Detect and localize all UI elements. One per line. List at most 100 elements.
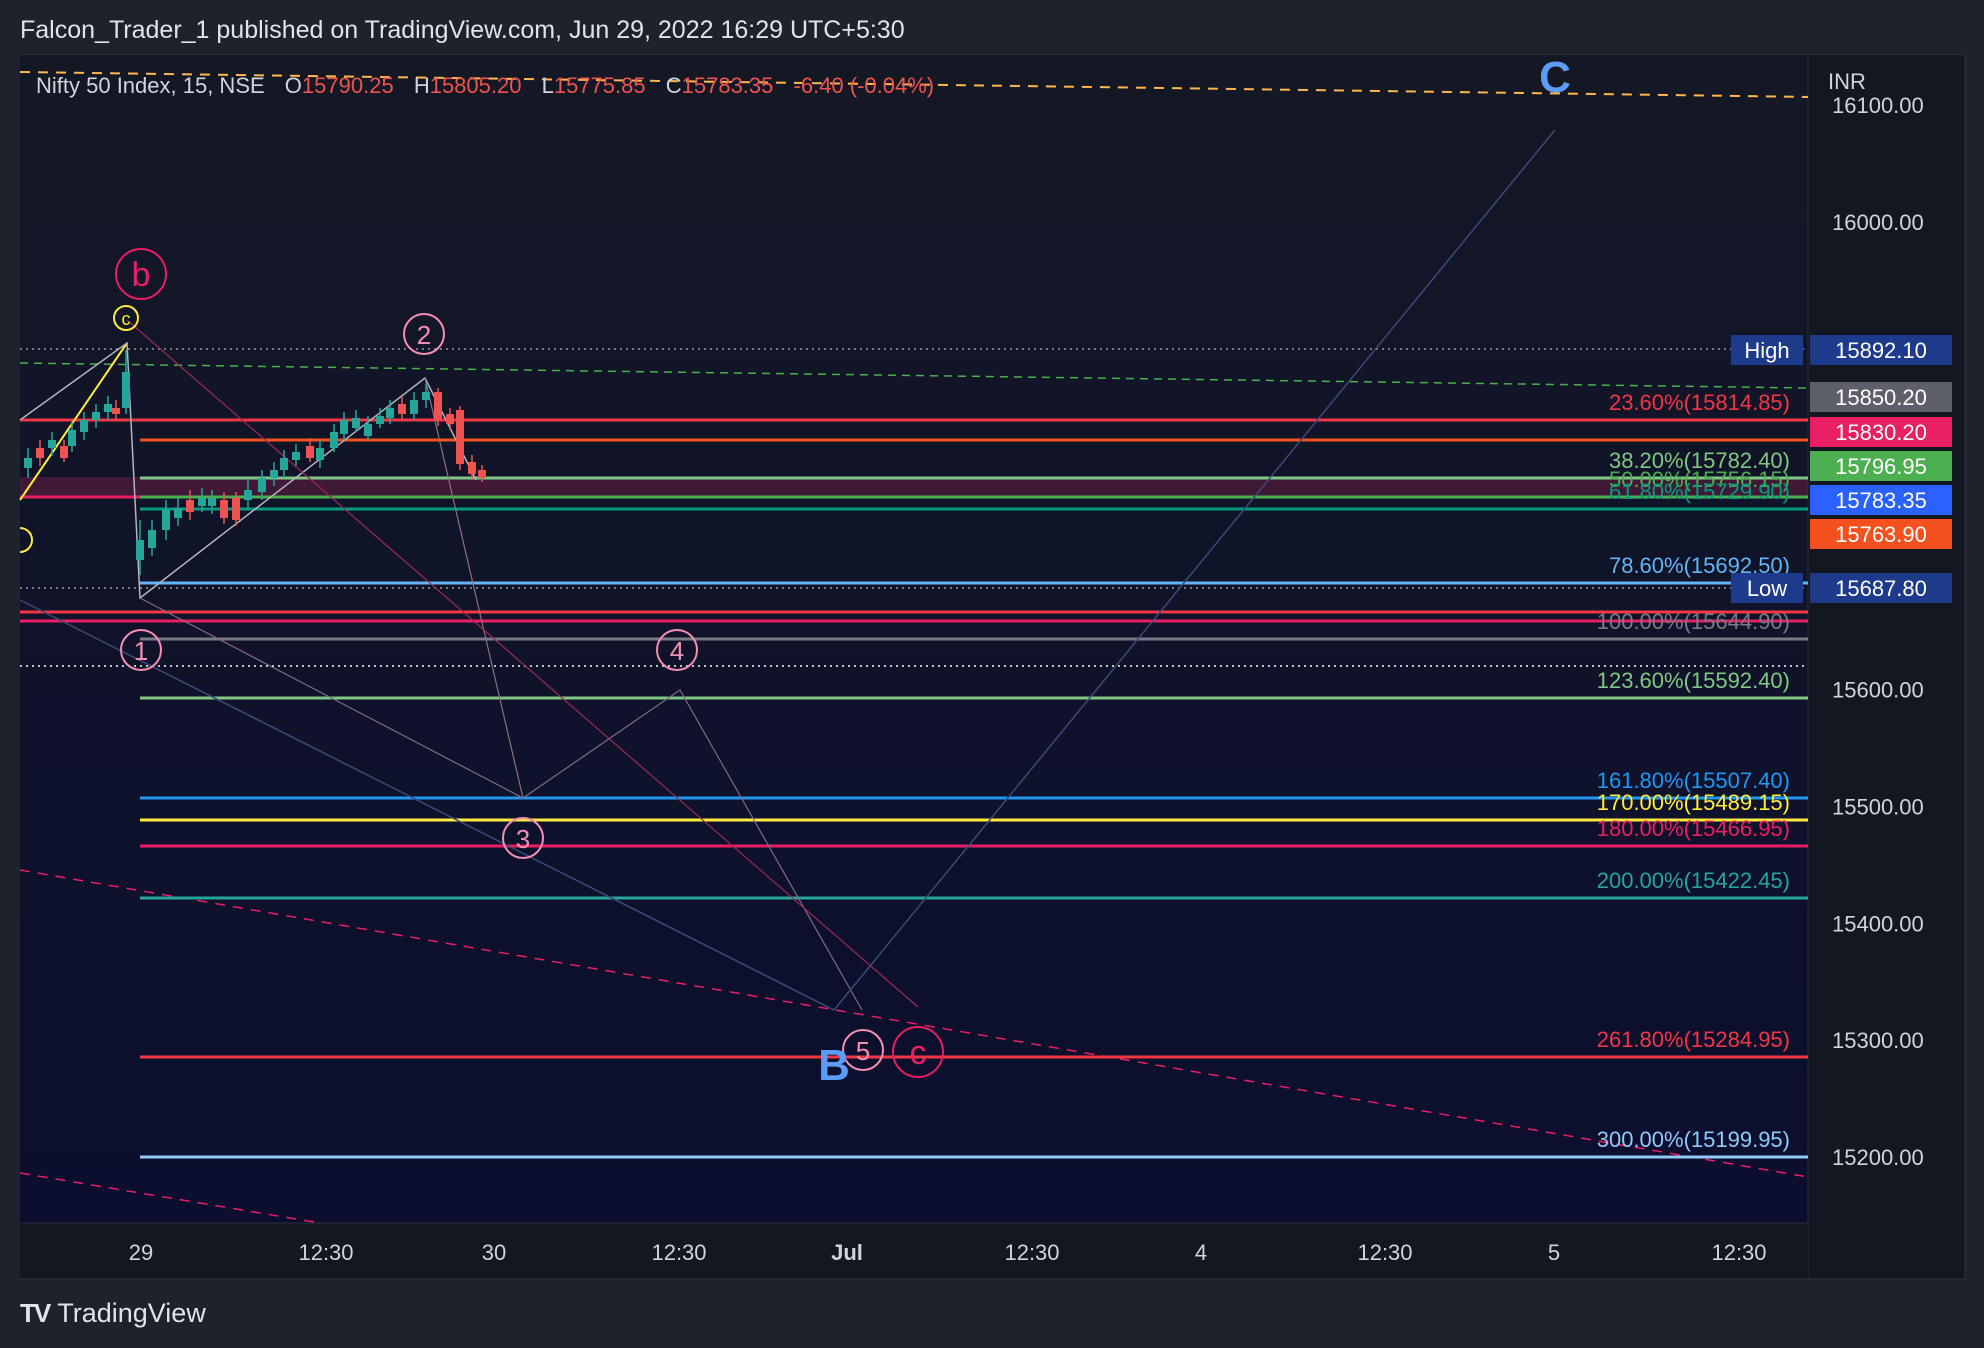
candle-body[interactable] <box>36 448 44 458</box>
candle-body[interactable] <box>198 498 206 506</box>
tradingview-logo[interactable]: TV TradingView <box>20 1298 206 1329</box>
candle-body[interactable] <box>352 418 360 428</box>
candle-body[interactable] <box>60 446 68 458</box>
candle-body[interactable] <box>434 392 442 420</box>
currency-label: INR <box>1828 69 1866 94</box>
time-label: 4 <box>1195 1240 1207 1265</box>
fib-level-label: 50.00%(15756.15) <box>1609 467 1790 492</box>
price-badge: 15796.95 <box>1810 451 1952 481</box>
time-label: 30 <box>482 1240 506 1265</box>
wave-label-5[interactable]: 5 <box>842 1029 884 1071</box>
candle-body[interactable] <box>478 470 486 478</box>
time-label: 5 <box>1548 1240 1560 1265</box>
time-label: 29 <box>129 1240 153 1265</box>
candle-body[interactable] <box>92 412 100 420</box>
candle-body[interactable] <box>24 458 32 468</box>
candle-body[interactable] <box>104 404 112 412</box>
candle-body[interactable] <box>208 498 216 506</box>
wave-label-B[interactable]: B <box>818 1041 850 1090</box>
candle-body[interactable] <box>148 530 156 548</box>
candle-body[interactable] <box>306 446 314 458</box>
price-axis[interactable] <box>1808 55 1964 1278</box>
price-badges: High 15892.10 15850.20 15830.20 15796.95 1578… <box>1731 335 1952 603</box>
candle-body[interactable] <box>174 508 182 518</box>
wave-label-C[interactable]: C <box>1539 53 1571 102</box>
impulse-wave-line-2-3[interactable] <box>424 377 524 799</box>
price-badge: 15850.20 <box>1810 382 1952 412</box>
pink-dashed-channel-upper[interactable] <box>19 869 1809 1178</box>
candle-body[interactable] <box>292 452 300 460</box>
candle-body[interactable] <box>364 424 372 436</box>
svg-text:4: 4 <box>670 636 684 666</box>
partial-wave-label-left <box>19 527 33 553</box>
candle-body[interactable] <box>270 470 278 478</box>
candle-body[interactable] <box>468 462 476 474</box>
candle-body[interactable] <box>68 430 76 446</box>
fibonacci-extension[interactable] <box>140 418 1808 1159</box>
candle-body[interactable] <box>340 420 348 434</box>
candle-body[interactable] <box>330 432 338 448</box>
fib-level-label: 123.60%(15592.40) <box>1597 668 1790 693</box>
price-badge: 15830.20 <box>1810 417 1952 447</box>
candle-body[interactable] <box>122 372 130 408</box>
time-label: 12:30 <box>1004 1240 1059 1265</box>
tradingview-logo-icon: TV <box>20 1298 51 1328</box>
green-dashed-trendline[interactable] <box>19 362 1809 389</box>
wave-label-c-red[interactable]: c <box>892 1026 944 1078</box>
candle-body[interactable] <box>48 440 56 448</box>
svg-text:3: 3 <box>516 824 530 854</box>
candle-body[interactable] <box>258 478 266 492</box>
time-axis-labels: 29 12:30 30 12:30 Jul 12:30 4 12:30 5 12:30 <box>129 1240 1767 1265</box>
candle-body[interactable] <box>244 490 252 500</box>
candle-body[interactable] <box>220 500 228 518</box>
price-badge: Low 15687.80 <box>1731 573 1952 603</box>
fib-level-label: 23.60%(15814.85) <box>1609 390 1790 415</box>
candle-body[interactable] <box>232 498 240 520</box>
candle-body[interactable] <box>422 392 430 400</box>
wave-label-c-yellow[interactable]: c <box>113 305 139 331</box>
candle-body[interactable] <box>112 408 120 414</box>
fib-level-label: 61.80%(15729.90) <box>1609 479 1790 504</box>
price-axis-ticks: 16100.00 16000.00 15600.00 15500.00 15400.00… <box>1832 93 1924 1170</box>
wave-label-3[interactable]: 3 <box>502 817 544 859</box>
candle-body[interactable] <box>162 510 170 530</box>
candle-body[interactable] <box>456 410 464 464</box>
svg-text:High: High <box>1744 338 1789 363</box>
yellow-wave-line[interactable] <box>19 342 128 501</box>
fib-level-label: 38.20%(15782.40) <box>1609 448 1790 473</box>
time-axis[interactable] <box>20 1223 1808 1278</box>
ohlc-legend: Nifty 50 Index, 15, NSE O15790.25 H15805… <box>36 73 934 98</box>
price-tick: 15400.00 <box>1832 911 1924 936</box>
impulse-wave-lines[interactable] <box>139 597 863 1011</box>
svg-text:15892.10: 15892.10 <box>1835 338 1927 363</box>
wave-label-b[interactable]: b <box>115 248 167 300</box>
candle-body[interactable] <box>136 540 144 560</box>
candle-body[interactable] <box>280 458 288 470</box>
published-line: Falcon_Trader_1 published on TradingView… <box>20 16 905 44</box>
svg-text:15783.35: 15783.35 <box>1835 488 1927 513</box>
svg-text:15763.90: 15763.90 <box>1835 522 1927 547</box>
candle-body[interactable] <box>376 416 384 424</box>
blue-abc-wave-line[interactable] <box>19 129 1556 1011</box>
wave-label-1[interactable]: 1 <box>120 629 162 671</box>
pink-dashed-channel-lower[interactable] <box>19 1172 321 1224</box>
wave-label-2[interactable]: 2 <box>403 313 445 355</box>
svg-text:15796.95: 15796.95 <box>1835 454 1927 479</box>
abc-wave-line[interactable] <box>126 319 919 1008</box>
candle-body[interactable] <box>410 400 418 414</box>
fib-level-label: 300.00%(15199.95) <box>1597 1127 1790 1152</box>
candle-body[interactable] <box>316 448 324 460</box>
candle-body[interactable] <box>186 500 194 512</box>
svg-text:2: 2 <box>417 320 431 350</box>
candle-body[interactable] <box>446 414 454 424</box>
candle-body[interactable] <box>398 404 406 414</box>
candlestick-series[interactable] <box>24 350 486 575</box>
time-label: 12:30 <box>651 1240 706 1265</box>
wave-label-4[interactable]: 4 <box>656 629 698 671</box>
price-badge: 15763.90 <box>1810 519 1952 549</box>
candle-body[interactable] <box>80 420 88 432</box>
candle-body[interactable] <box>386 408 394 418</box>
time-label: 12:30 <box>298 1240 353 1265</box>
svg-text:Low: Low <box>1747 576 1787 601</box>
